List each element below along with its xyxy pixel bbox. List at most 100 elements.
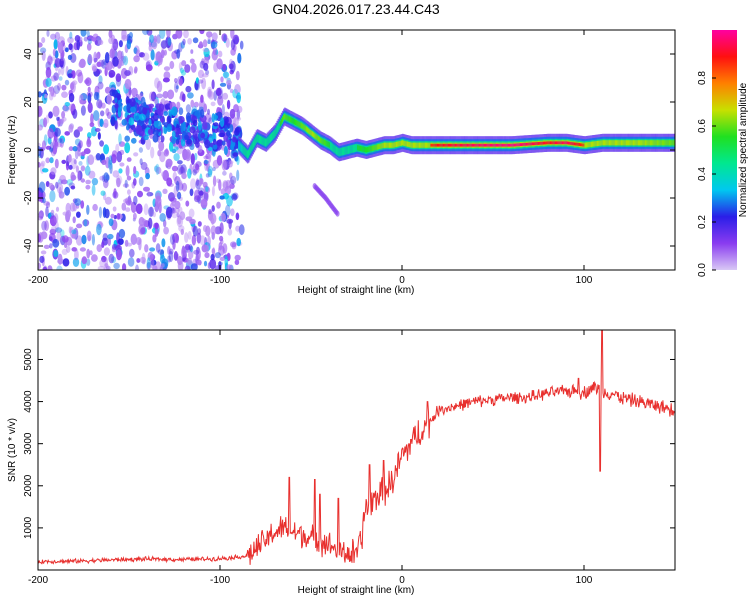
spectrogram-speck <box>124 78 132 90</box>
spectrogram-ridge-cell <box>495 143 498 147</box>
spectrogram-ridge-cell <box>424 142 427 148</box>
spectrogram-speck <box>87 102 93 114</box>
spectrogram-speck <box>102 122 109 128</box>
spectrogram-speck <box>217 50 223 58</box>
spectrogram-speck <box>156 93 164 99</box>
spectrogram-branch-cell <box>335 210 340 217</box>
spectrogram-speck <box>184 232 189 243</box>
x-tick-label: -200 <box>28 275 48 286</box>
spectrogram-speck <box>85 77 92 87</box>
spectrogram-ridge-cell <box>400 140 403 146</box>
spectrogram-speck <box>140 120 145 126</box>
spectrogram-ridge-cell <box>315 134 318 140</box>
spectrogram-ridge-cell <box>651 140 653 146</box>
spectrogram-speck <box>61 159 67 164</box>
spectrogram-speck <box>208 151 212 163</box>
spectrogram-speck <box>167 37 172 46</box>
spectrogram-speck <box>212 167 216 172</box>
spectrogram-speck <box>133 212 137 220</box>
spectrogram-ridge-cell <box>466 143 468 147</box>
spectrogram-speck <box>220 212 227 222</box>
spectrogram-speck <box>135 264 139 270</box>
spectrogram-speck <box>171 136 177 144</box>
spectrogram-speck <box>87 95 91 102</box>
spectrogram-speck <box>213 115 218 120</box>
spectrogram-speck <box>234 156 239 162</box>
spectrogram-speck <box>135 237 142 245</box>
spectrogram-speck <box>171 200 176 207</box>
spectrogram-speck <box>73 129 81 138</box>
spectrogram-ridge-cell <box>408 141 411 148</box>
colorbar-tick-label: 0.4 <box>697 167 708 181</box>
spectrogram-speck <box>209 258 217 270</box>
spectrogram-speck <box>141 252 146 263</box>
spectrogram-ridge-cell <box>471 143 474 147</box>
spectrogram-speck <box>184 149 192 162</box>
spectrogram-speck <box>75 165 79 173</box>
spectrogram-ridge-cell <box>292 118 295 124</box>
spectrogram-ridge-cell <box>285 114 287 120</box>
spectrogram-speck <box>230 39 236 50</box>
spectrogram-speck <box>178 62 183 71</box>
spectrogram-speck <box>47 265 53 270</box>
spectrogram-ridge-cell <box>522 143 524 146</box>
spectrogram-ridge-cell <box>423 142 426 148</box>
spectrogram-ridge-cell <box>291 118 294 124</box>
spectrogram-speck <box>162 91 169 99</box>
spectrogram-ridge-cell <box>542 141 545 145</box>
spectrogram-speck <box>238 224 245 236</box>
spectrogram-ridge-cell <box>551 141 554 145</box>
spectrogram-speck <box>197 120 202 131</box>
spectrogram-ridge-cell <box>445 143 448 147</box>
spectrogram-ridge-cell <box>280 119 283 125</box>
spectrogram-y-label: Frequency (Hz) <box>7 116 18 185</box>
spectrogram-ridge-cell <box>313 132 316 138</box>
spectrogram-ridge-cell <box>435 143 438 147</box>
spectrogram-speck <box>197 187 205 196</box>
spectrogram-speck <box>150 49 155 61</box>
spectrogram-ridge-cell <box>580 143 582 147</box>
spectrogram-speck <box>85 184 91 190</box>
spectrogram-speck <box>92 203 98 212</box>
spectrogram-speck <box>163 226 170 235</box>
spectrogram-speck <box>230 48 236 56</box>
spectrogram-ridge-cell <box>624 140 627 146</box>
spectrogram-ridge-cell <box>502 143 505 147</box>
spectrogram-ridge-cell <box>618 140 620 146</box>
spectrogram-speck <box>48 182 54 189</box>
spectrogram-speck <box>54 127 61 137</box>
spectrogram-speck <box>103 263 109 270</box>
spectrogram-ridge-cell <box>239 142 241 151</box>
spectrogram-speck <box>178 78 183 86</box>
spectrogram-speck <box>185 112 192 123</box>
spectrogram-speck <box>67 73 73 78</box>
spectrogram-speck <box>133 68 138 74</box>
spectrogram-speck <box>40 47 47 54</box>
spectrogram-ridge-cell <box>258 135 261 144</box>
spectrogram-ridge-cell <box>582 143 584 147</box>
spectrogram-speck <box>72 80 78 86</box>
spectrogram-ridge-cell <box>290 117 293 123</box>
colorbar-tick-label: 0.8 <box>697 71 708 85</box>
spectrogram-speck <box>68 146 74 152</box>
spectrogram-ridge-cell <box>566 141 569 145</box>
spectrogram-ridge-cell <box>647 140 650 146</box>
spectrogram-ridge-cell <box>497 143 499 147</box>
spectrogram-speck <box>80 30 87 37</box>
spectrogram-ridge-cell <box>370 146 372 152</box>
spectrogram-ridge-cell <box>646 140 649 146</box>
spectrogram-speck <box>103 247 110 256</box>
spectrogram-ridge-cell <box>397 141 400 147</box>
spectrogram-speck <box>106 93 112 105</box>
x-tick-label: 100 <box>576 275 593 286</box>
spectrogram-ridge-cell <box>608 140 610 146</box>
spectrogram-speck <box>38 162 41 168</box>
spectrogram-speck <box>219 222 224 235</box>
spectrogram-speck <box>45 114 50 124</box>
spectrogram-speck <box>69 202 76 212</box>
spectrogram-speck <box>181 69 186 76</box>
spectrogram-ridge-cell <box>521 143 523 146</box>
spectrogram-speck <box>222 92 229 100</box>
spectrogram-speck <box>201 77 207 90</box>
spectrogram-ridge-cell <box>476 143 478 147</box>
